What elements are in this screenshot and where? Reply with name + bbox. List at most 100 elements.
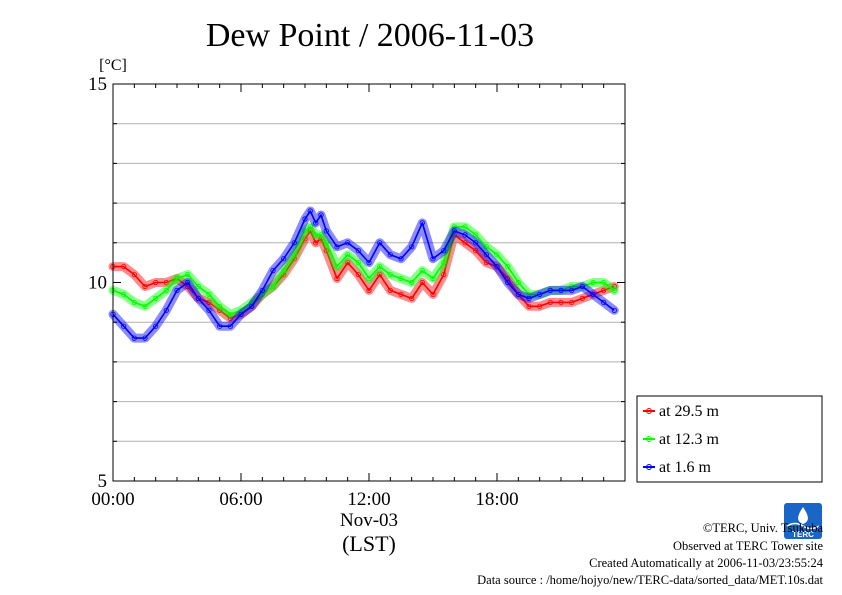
- data-point: [131, 271, 137, 278]
- data-point: [558, 299, 564, 305]
- legend-swatch-marker: [646, 408, 652, 414]
- data-point: [505, 263, 511, 270]
- data-point: [547, 287, 553, 293]
- data-point: [601, 279, 607, 286]
- data-point: [387, 287, 393, 293]
- data-point: [537, 291, 543, 297]
- axis-ticks: [112, 83, 626, 482]
- data-point: [473, 248, 479, 254]
- data-point: [270, 267, 276, 274]
- x-tick-label: 00:00: [91, 489, 134, 510]
- data-point: [307, 224, 313, 230]
- data-point: [419, 267, 425, 274]
- data-point: [611, 307, 617, 313]
- y-tick-label: 10: [88, 273, 107, 294]
- wave-icon: [786, 522, 820, 530]
- data-point: [398, 256, 404, 262]
- data-point: [323, 240, 329, 246]
- data-point: [409, 244, 415, 250]
- legend: at 29.5 m at 12.3 m at 1.6 m: [636, 395, 823, 483]
- data-point: [153, 295, 159, 301]
- chart-title: Dew Point / 2006-11-03: [206, 17, 534, 54]
- data-point: [601, 299, 607, 305]
- y-tick-label: 5: [98, 471, 108, 492]
- data-point: [462, 224, 468, 230]
- data-point: [313, 220, 319, 226]
- data-point: [121, 323, 127, 329]
- data-point: [131, 299, 137, 305]
- data-point: [611, 287, 617, 293]
- data-point: [483, 252, 489, 258]
- data-point: [398, 275, 404, 282]
- series-layer: [108, 206, 619, 343]
- data-point: [270, 283, 276, 290]
- data-point: [451, 228, 457, 234]
- data-point: [206, 307, 212, 313]
- data-point: [153, 279, 159, 286]
- legend-swatch-marker: [646, 464, 652, 470]
- data-point: [227, 315, 233, 321]
- data-point: [387, 252, 393, 258]
- data-point: [515, 279, 521, 286]
- x-tick-label: 12:00: [347, 489, 390, 510]
- data-point: [313, 240, 319, 246]
- data-point: [569, 287, 575, 293]
- data-point: [409, 279, 415, 286]
- data-point: [334, 244, 340, 250]
- data-point: [217, 307, 223, 313]
- data-point: [579, 283, 585, 290]
- data-point: [377, 240, 383, 246]
- data-point: [345, 252, 351, 258]
- data-point: [163, 287, 169, 293]
- observed-text: Observed at TERC Tower site: [673, 539, 823, 553]
- data-point: [227, 311, 233, 317]
- data-point: [441, 271, 447, 278]
- data-point: [238, 311, 244, 317]
- data-point: [185, 279, 191, 286]
- legend-entry-label: at 12.3 m: [659, 431, 720, 448]
- data-point: [387, 271, 393, 278]
- data-point: [249, 303, 255, 309]
- data-point: [377, 271, 383, 278]
- grid-lines: [113, 123, 625, 442]
- data-point: [291, 240, 297, 246]
- data-point: [430, 275, 436, 282]
- data-point: [195, 283, 201, 290]
- data-point: [121, 291, 127, 297]
- data-point: [334, 275, 340, 282]
- data-point: [526, 303, 532, 309]
- data-point: [366, 275, 372, 282]
- data-point: [318, 212, 324, 218]
- data-point: [345, 240, 351, 246]
- data-point: [206, 299, 212, 305]
- terc-logo-text: TERC: [792, 530, 814, 539]
- data-point: [547, 299, 553, 305]
- data-point: [355, 271, 361, 278]
- data-point: [307, 208, 313, 214]
- data-point: [441, 259, 447, 266]
- data-point: [227, 323, 233, 329]
- data-point: [590, 291, 596, 297]
- data-point: [366, 287, 372, 293]
- y-unit-label: [°C]: [99, 57, 127, 74]
- data-point: [142, 335, 148, 341]
- data-point: [153, 323, 159, 329]
- data-point: [366, 259, 372, 266]
- legend-swatch-marker: [646, 436, 652, 442]
- data-point: [483, 259, 489, 266]
- data-point: [313, 232, 319, 238]
- x-tick-label: 06:00: [219, 489, 262, 510]
- y-tick-label: 15: [88, 74, 107, 95]
- data-point: [611, 283, 617, 290]
- water-drop-icon: [798, 507, 808, 524]
- data-point: [259, 287, 265, 293]
- data-point: [462, 240, 468, 246]
- data-point: [163, 307, 169, 313]
- data-point: [430, 256, 436, 262]
- legend-entry-label: at 29.5 m: [659, 403, 720, 420]
- data-point: [355, 259, 361, 266]
- legend-box: [636, 395, 823, 483]
- x-axis-label: (LST): [342, 531, 396, 556]
- data-point: [131, 335, 137, 341]
